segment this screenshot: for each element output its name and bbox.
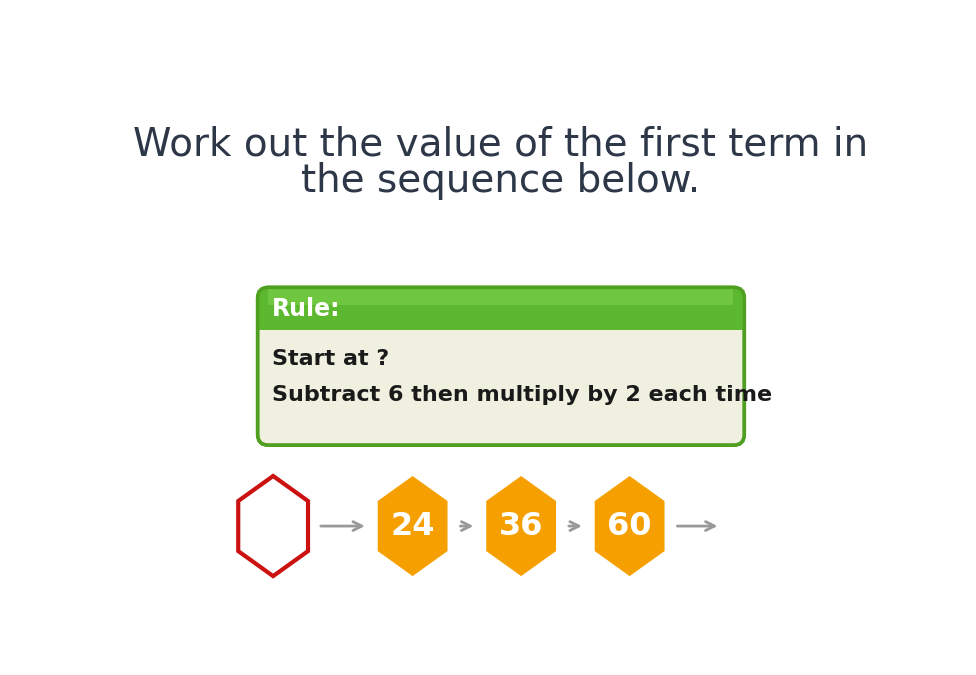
Polygon shape <box>594 476 665 576</box>
Text: Subtract 6 then multiply by 2 each time: Subtract 6 then multiply by 2 each time <box>271 385 772 405</box>
Text: 24: 24 <box>390 510 435 541</box>
Text: 60: 60 <box>607 510 652 541</box>
Polygon shape <box>378 476 448 576</box>
Text: Start at ?: Start at ? <box>271 349 388 369</box>
Text: 36: 36 <box>499 510 544 541</box>
Polygon shape <box>238 476 308 576</box>
Text: the sequence below.: the sequence below. <box>301 162 700 200</box>
FancyBboxPatch shape <box>258 288 745 446</box>
Text: Rule:: Rule: <box>271 296 340 321</box>
FancyBboxPatch shape <box>258 288 745 329</box>
Bar <box>268 289 734 305</box>
Bar <box>258 308 745 329</box>
Text: Work out the value of the first term in: Work out the value of the first term in <box>133 125 868 163</box>
Polygon shape <box>486 476 556 576</box>
